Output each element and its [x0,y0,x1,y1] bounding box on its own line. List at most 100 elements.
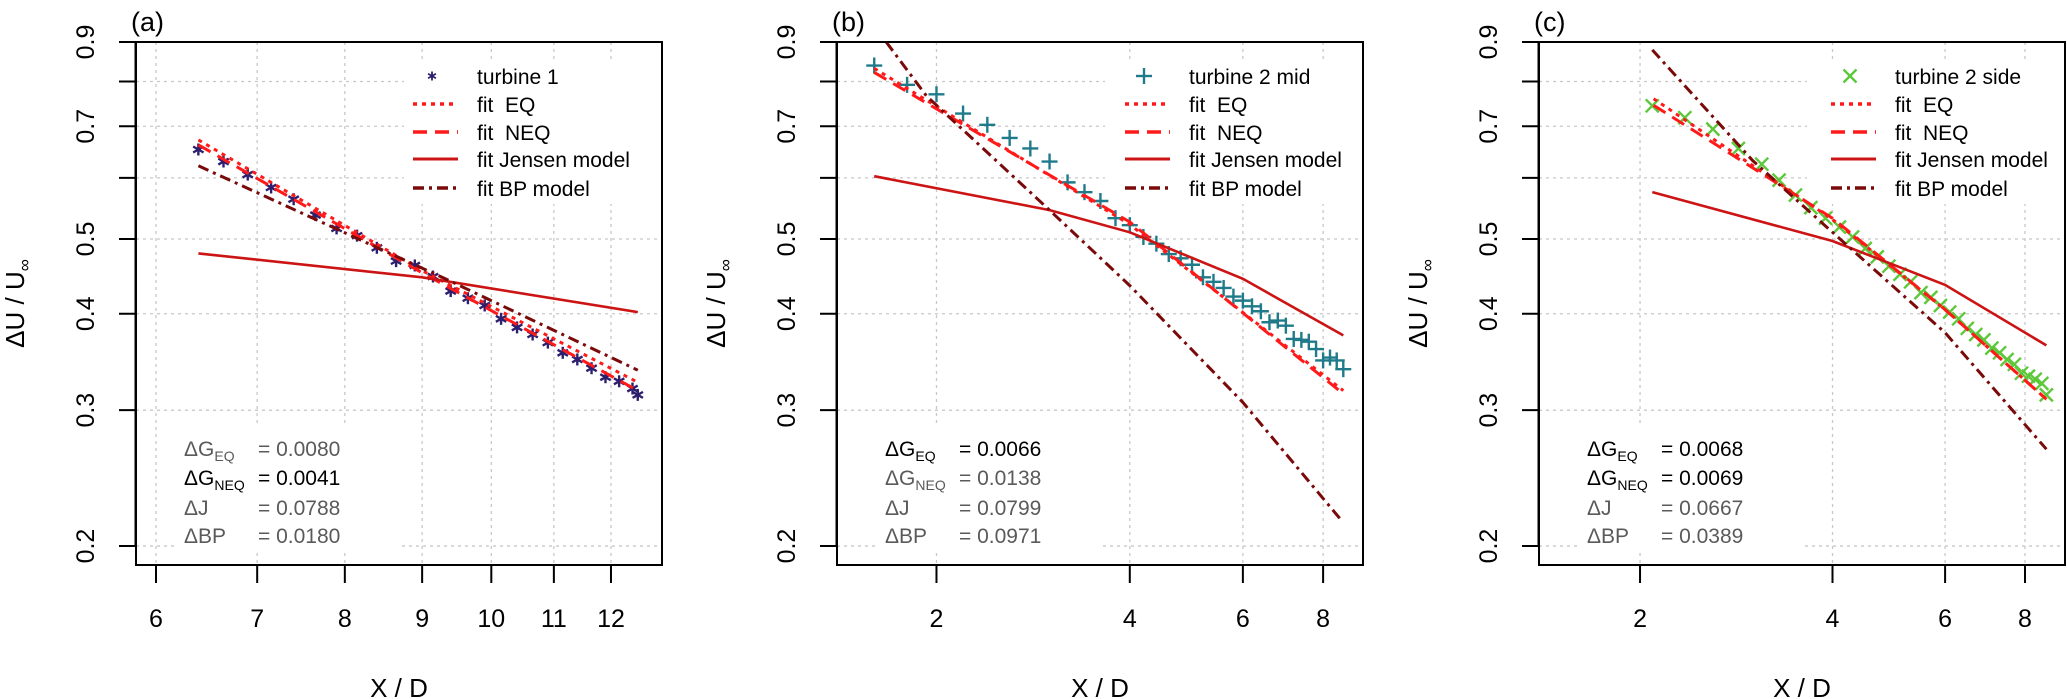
stat-row: ΔGEQ = 0.0080 [184,438,340,464]
x-tick-label: 11 [541,605,567,633]
legend: turbine 2 mid fit EQ fit NEQ fit Jensen mod… [1125,66,1342,201]
y-tick-label: 0.2 [773,529,801,564]
x-tick-label: 6 [1236,605,1250,633]
data-point [1771,172,1787,188]
stat-value: = 0.0180 [258,525,340,548]
x-axis-title: X / D [1071,673,1129,699]
legend-background [1807,60,2063,204]
x-axis: 6 7 8 9 10 11 12 [149,565,625,633]
x-tick-label: 8 [1316,605,1330,633]
legend-label: fit NEQ [477,122,551,145]
stat-row: ΔBP = 0.0180 [184,525,340,548]
y-axis-title-sub: ∞ [15,259,34,271]
legend: turbine 1 fit EQ fit NEQ fit Jensen model fi… [413,66,630,201]
stat-value: = 0.0667 [1661,497,1743,520]
data-point [1041,153,1058,170]
legend-item: fit EQ [1125,94,1247,117]
stat-label-main: ΔJ [885,497,910,520]
stat-label: ΔGEQ [1587,438,1638,464]
legend-label: turbine 2 mid [1189,66,1310,89]
y-tick-label: 0.5 [72,222,100,257]
series-fit-bp-model [1651,48,2048,451]
legend-marker [1136,68,1152,84]
x-tick-label: 2 [930,605,944,633]
data-point [979,116,996,133]
stat-label-main: ΔBP [885,525,927,548]
fit-line [1652,104,2048,401]
y-tick-label: 0.5 [1475,222,1503,257]
y-tick-label: 0.5 [773,222,801,257]
x-tick-label: 6 [1938,605,1952,633]
legend-item: fit BP model [1831,178,2008,201]
x-tick-label: 9 [415,605,429,633]
panel-label: (a) [131,7,164,37]
fit-line [1651,190,2048,347]
stat-label: ΔGNEQ [885,467,946,493]
legend-label: fit Jensen model [1189,149,1342,172]
series-fit-neq [873,71,1345,395]
stat-label-sub: NEQ [915,477,945,493]
stats-background [877,425,1102,553]
stat-label: ΔBP [1587,525,1629,548]
data-point [1269,312,1286,329]
data-point [955,105,972,122]
stat-label-main: ΔJ [184,497,209,520]
stat-value: = 0.0066 [959,438,1041,461]
series-turbine-2-mid [866,57,1352,378]
stat-row: ΔJ = 0.0788 [184,497,340,520]
series-fit-bp-model [197,164,639,372]
x-tick-label: 10 [477,605,505,633]
stat-row: ΔGEQ = 0.0068 [1587,438,1743,464]
stat-value: = 0.0080 [258,438,340,461]
data-point [1001,129,1018,146]
panel-label: (c) [1534,7,1565,37]
x-tick-label: 4 [1123,605,1137,633]
stat-label: ΔGNEQ [184,467,245,493]
legend-label: fit EQ [477,94,535,117]
data-point [1999,352,2015,367]
y-tick-label: 0.9 [773,25,801,60]
stat-label-main: ΔG [1587,438,1617,461]
legend-item: turbine 2 side [1842,66,2021,89]
legend-label: fit BP model [477,178,590,201]
series-fit-neq [1652,104,2048,401]
data-point [1315,352,1332,369]
x-axis: 2 4 6 8 [1633,565,2032,633]
series-fit-eq [873,67,1345,392]
stat-row: ΔBP = 0.0971 [885,525,1041,548]
stat-row: ΔJ = 0.0799 [885,497,1041,520]
stat-row: ΔJ = 0.0667 [1587,497,1743,520]
fit-line [873,174,1344,337]
y-tick-label: 0.9 [72,25,100,60]
data-point [1321,349,1338,366]
data-point [1308,341,1325,358]
series-fit-jensen-model [1651,190,2048,347]
x-tick-label: 8 [2018,605,2032,633]
y-tick-label: 0.7 [1475,109,1503,144]
y-axis-title-main: ΔU / U [1403,271,1433,348]
data-point [2034,375,2050,391]
stat-label-sub: EQ [1617,448,1637,464]
legend-item: fit Jensen model [1125,149,1342,172]
legend-marker [1842,68,1858,84]
stat-label-main: ΔJ [1587,497,1612,520]
x-tick-label: 6 [149,605,163,633]
y-tick-label: 0.3 [773,393,801,428]
y-axis: 0.2 0.3 0.4 0.5 0.7 0.9 [773,25,838,564]
data-point [1300,333,1317,350]
data-point [1644,98,1660,114]
legend-label: turbine 2 side [1895,66,2021,89]
data-point [1215,279,1232,296]
panel-a: 0.2 0.3 0.4 0.5 0.7 0.9 ΔU / U∞ 6 7 8 9 10 11 12 X / D… [0,7,663,699]
legend-label: fit BP model [1189,178,1302,201]
data-point [1261,314,1278,331]
y-axis-title-sub: ∞ [1418,259,1437,271]
data-point [899,76,916,93]
stats-background [176,425,401,553]
data-point [1705,121,1721,137]
stat-value: = 0.0138 [959,467,1041,490]
stat-value: = 0.0788 [258,497,340,520]
y-tick-label: 0.4 [72,296,100,331]
data-point [1984,340,2000,356]
